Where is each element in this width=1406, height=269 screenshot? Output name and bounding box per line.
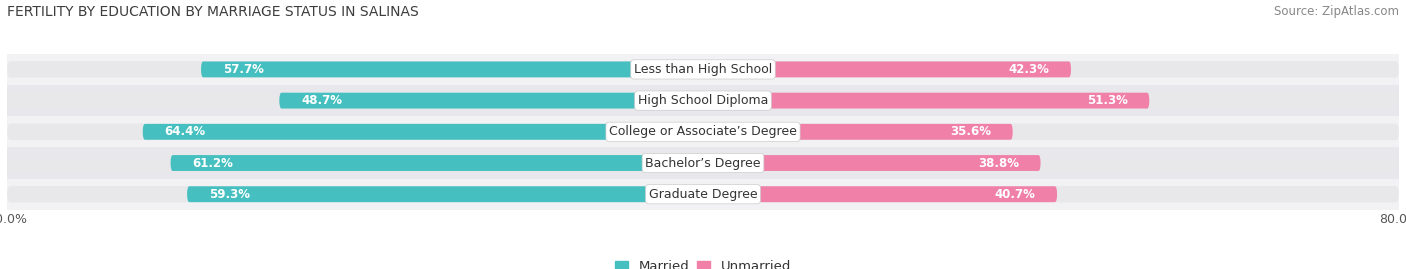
Text: 35.6%: 35.6% (950, 125, 991, 138)
Bar (7, 54, 1399, 85)
Text: High School Diploma: High School Diploma (638, 94, 768, 107)
Text: Source: ZipAtlas.com: Source: ZipAtlas.com (1274, 5, 1399, 18)
FancyBboxPatch shape (280, 93, 703, 108)
FancyBboxPatch shape (703, 62, 1071, 77)
Text: 38.8%: 38.8% (977, 157, 1019, 169)
FancyBboxPatch shape (703, 124, 1012, 140)
Text: College or Associate’s Degree: College or Associate’s Degree (609, 125, 797, 138)
FancyBboxPatch shape (7, 123, 1399, 140)
FancyBboxPatch shape (7, 155, 1399, 171)
Bar (7, 179, 1399, 210)
Bar (7, 147, 1399, 179)
FancyBboxPatch shape (187, 186, 703, 202)
FancyBboxPatch shape (703, 93, 1149, 108)
Text: Graduate Degree: Graduate Degree (648, 188, 758, 201)
FancyBboxPatch shape (703, 155, 1040, 171)
Text: 51.3%: 51.3% (1087, 94, 1128, 107)
FancyBboxPatch shape (170, 155, 703, 171)
FancyBboxPatch shape (7, 61, 1399, 78)
Text: Bachelor’s Degree: Bachelor’s Degree (645, 157, 761, 169)
Text: 61.2%: 61.2% (193, 157, 233, 169)
FancyBboxPatch shape (143, 124, 703, 140)
FancyBboxPatch shape (7, 186, 1399, 203)
Text: 59.3%: 59.3% (209, 188, 250, 201)
Text: FERTILITY BY EDUCATION BY MARRIAGE STATUS IN SALINAS: FERTILITY BY EDUCATION BY MARRIAGE STATU… (7, 5, 419, 19)
FancyBboxPatch shape (201, 62, 703, 77)
Text: 40.7%: 40.7% (994, 188, 1035, 201)
Text: 64.4%: 64.4% (165, 125, 205, 138)
Text: 57.7%: 57.7% (222, 63, 264, 76)
Legend: Married, Unmarried: Married, Unmarried (614, 260, 792, 269)
Text: Less than High School: Less than High School (634, 63, 772, 76)
Text: 42.3%: 42.3% (1008, 63, 1049, 76)
Bar (7, 85, 1399, 116)
Text: 48.7%: 48.7% (301, 94, 342, 107)
Bar (7, 116, 1399, 147)
FancyBboxPatch shape (703, 186, 1057, 202)
FancyBboxPatch shape (7, 92, 1399, 109)
